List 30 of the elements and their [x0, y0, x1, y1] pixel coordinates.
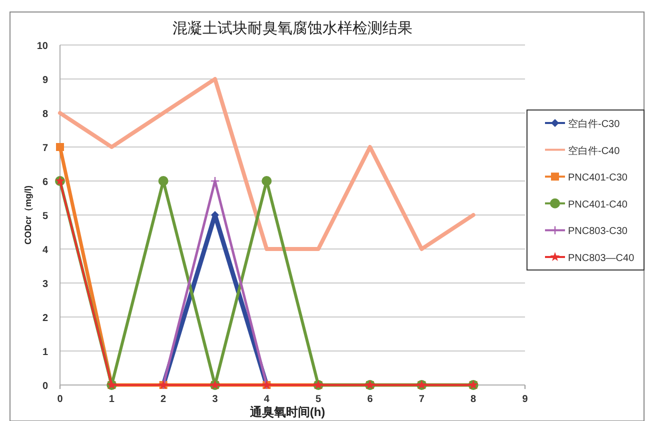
x-tick-label: 9: [522, 394, 528, 405]
x-axis-title: 通臭氧时间(h): [248, 405, 326, 419]
y-tick-label: 2: [42, 313, 48, 324]
chart-title: 混凝土试块耐臭氧腐蚀水样检测结果: [172, 20, 412, 37]
y-tick-label: 3: [42, 279, 48, 290]
x-tick-label: 6: [367, 394, 374, 405]
y-tick-label: 7: [42, 143, 48, 154]
y-axis-title: CODcr（mg/l): [23, 185, 33, 245]
y-tick-label: 8: [42, 109, 48, 120]
y-tick-label: 0: [42, 381, 48, 392]
x-tick-label: 8: [470, 394, 477, 405]
y-tick-label: 9: [42, 75, 48, 86]
legend-label: PNC803-C30: [568, 226, 628, 238]
y-tick-label: 10: [36, 41, 48, 52]
y-tick-label: 1: [42, 347, 48, 358]
x-tick-label: 1: [108, 394, 115, 405]
x-tick-label: 3: [212, 394, 218, 405]
legend-label: PNC803—C40: [568, 253, 635, 264]
x-tick-label: 7: [418, 394, 425, 405]
y-tick-label: 5: [42, 211, 48, 222]
x-tick-label: 2: [160, 394, 167, 405]
x-tick-label: 5: [316, 394, 322, 405]
legend-label: PNC401-C30: [568, 172, 628, 184]
x-tick-label: 4: [264, 394, 270, 405]
x-tick-label: 0: [57, 394, 64, 405]
legend-label: PNC401-C40: [568, 199, 628, 210]
legend-label: 空白件-C40: [568, 144, 620, 157]
legend-label: 空白件-C30: [568, 118, 620, 130]
y-tick-label: 4: [42, 245, 48, 256]
y-tick-label: 6: [42, 177, 48, 188]
